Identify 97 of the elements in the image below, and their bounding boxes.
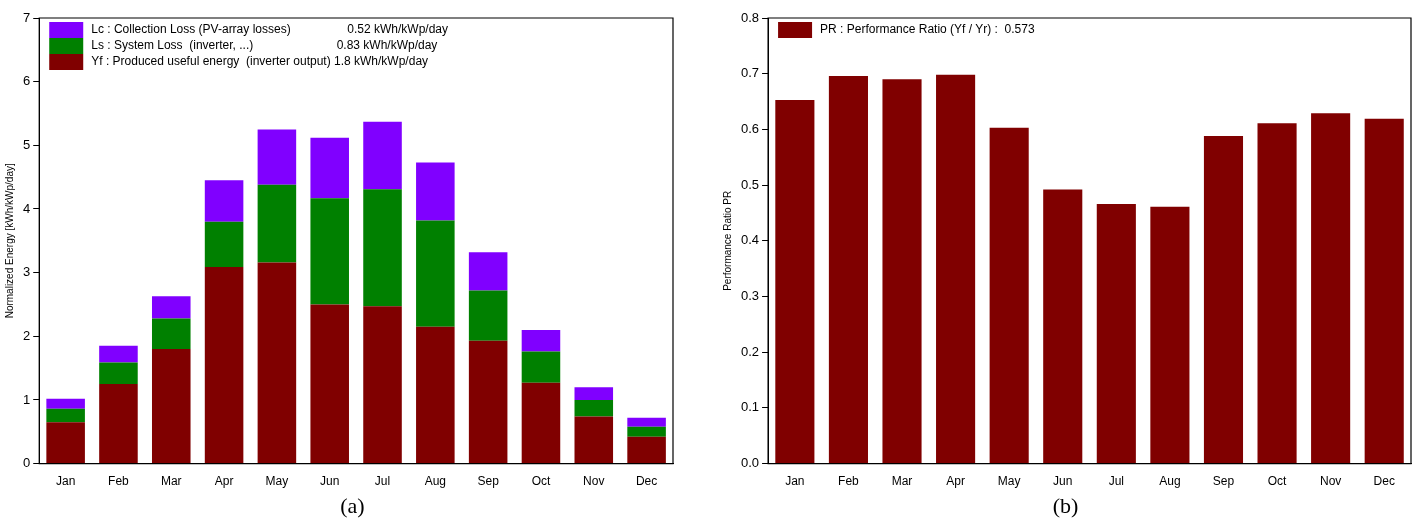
y-tick-label: 2	[23, 327, 31, 343]
y-tick-label: 3	[23, 264, 31, 280]
x-tick-label: Dec	[635, 474, 658, 489]
legend-label: Yf : Produced useful energy (inverter output) 1.8 kWh/kWp/day	[91, 54, 429, 69]
x-tick-label: Jul	[374, 474, 391, 489]
bar	[363, 189, 402, 307]
bar	[468, 340, 508, 464]
x-tick-label: May	[997, 474, 1021, 489]
bar	[99, 362, 138, 385]
y-tick-label: 1	[23, 391, 31, 407]
bar	[416, 326, 455, 464]
bar	[151, 296, 191, 319]
bar	[828, 75, 868, 464]
bar	[99, 384, 138, 464]
bar	[310, 137, 349, 199]
x-tick-label: Aug	[424, 474, 447, 489]
bar	[1311, 113, 1351, 464]
x-tick-label: Mar	[160, 474, 182, 489]
y-tick-label: 0.2	[740, 343, 760, 359]
legend-label: PR : Performance Ratio (Yf / Yr) : 0.573	[820, 22, 1035, 37]
y-tick-label: 0.1	[740, 399, 760, 415]
x-tick-label: Feb	[838, 474, 860, 489]
bar	[627, 436, 666, 464]
bar	[521, 382, 561, 464]
y-axis-title: Performance Ratio PR	[721, 190, 733, 291]
bar	[1096, 204, 1136, 464]
bar	[46, 408, 85, 423]
x-tick-label: Jan	[55, 474, 76, 489]
bar	[416, 162, 455, 221]
x-tick-label: Feb	[108, 474, 130, 489]
y-axis-title: Normalized Energy [kWh/kWp/day]	[3, 163, 15, 319]
x-tick-label: Oct	[1267, 474, 1288, 489]
bar	[363, 121, 402, 190]
bar	[99, 345, 138, 363]
bar	[1043, 189, 1083, 464]
x-tick-label: Jan	[785, 474, 805, 489]
bar	[521, 329, 561, 352]
y-tick-label: 0.4	[740, 232, 760, 248]
y-tick-label: 6	[23, 73, 31, 89]
legend-label: Ls : System Loss (inverter, ...) 0.83 kWh/kWp/day	[91, 38, 438, 53]
bar	[627, 417, 666, 427]
y-tick-label: 5	[23, 136, 31, 152]
bar	[936, 74, 976, 464]
bar	[151, 318, 191, 350]
bar	[468, 252, 508, 291]
x-tick-label: Apr	[214, 474, 234, 489]
bar	[882, 79, 922, 464]
bar	[1257, 123, 1297, 464]
x-tick-label: Jun	[1053, 474, 1073, 489]
bar	[257, 262, 297, 464]
bar	[204, 221, 244, 267]
y-tick-label: 7	[23, 9, 31, 25]
bar	[204, 266, 244, 464]
bar	[310, 304, 349, 464]
x-tick-label: Sep	[1212, 474, 1235, 489]
bar	[627, 426, 666, 437]
x-tick-label: Oct	[531, 474, 551, 489]
bar	[257, 184, 297, 263]
y-tick-label: 0.0	[740, 455, 760, 471]
x-tick-label: May	[265, 474, 289, 489]
legend-label: Lc : Collection Loss (PV-array losses) 0.52 kWh/kWp/day	[91, 22, 449, 37]
y-tick-label: 0	[23, 455, 31, 471]
bar	[1150, 206, 1190, 464]
bar	[1364, 118, 1404, 464]
x-tick-label: Dec	[1373, 474, 1395, 489]
bar	[574, 387, 614, 400]
x-tick-label: Nov	[583, 474, 605, 489]
bar	[204, 180, 244, 222]
bar	[775, 99, 815, 464]
x-tick-label: Sep	[477, 474, 500, 489]
bar	[46, 422, 85, 464]
y-tick-label: 0.3	[740, 288, 760, 304]
bar	[468, 290, 508, 341]
y-tick-label: 0.6	[740, 120, 760, 136]
text: (a)	[339, 493, 366, 519]
bar	[574, 399, 614, 417]
bar	[574, 416, 614, 464]
x-tick-label: Apr	[946, 474, 965, 489]
bar	[521, 351, 561, 383]
x-tick-label: Mar	[891, 474, 913, 489]
text: (b)	[1051, 493, 1080, 519]
y-tick-label: 4	[23, 200, 31, 216]
x-tick-label: Jul	[1108, 474, 1124, 489]
y-tick-label: 0.8	[740, 9, 760, 25]
bar	[1203, 136, 1244, 464]
bar	[151, 349, 191, 464]
x-tick-label: Nov	[1319, 474, 1342, 489]
y-tick-label: 0.5	[740, 176, 760, 192]
bar	[416, 220, 455, 327]
bar	[46, 398, 85, 409]
bar	[989, 127, 1029, 464]
bar	[257, 129, 297, 185]
x-tick-label: Jun	[320, 474, 340, 489]
x-tick-label: Aug	[1159, 474, 1181, 489]
bar	[310, 198, 349, 305]
bar	[363, 306, 402, 464]
y-tick-label: 0.7	[740, 65, 760, 81]
